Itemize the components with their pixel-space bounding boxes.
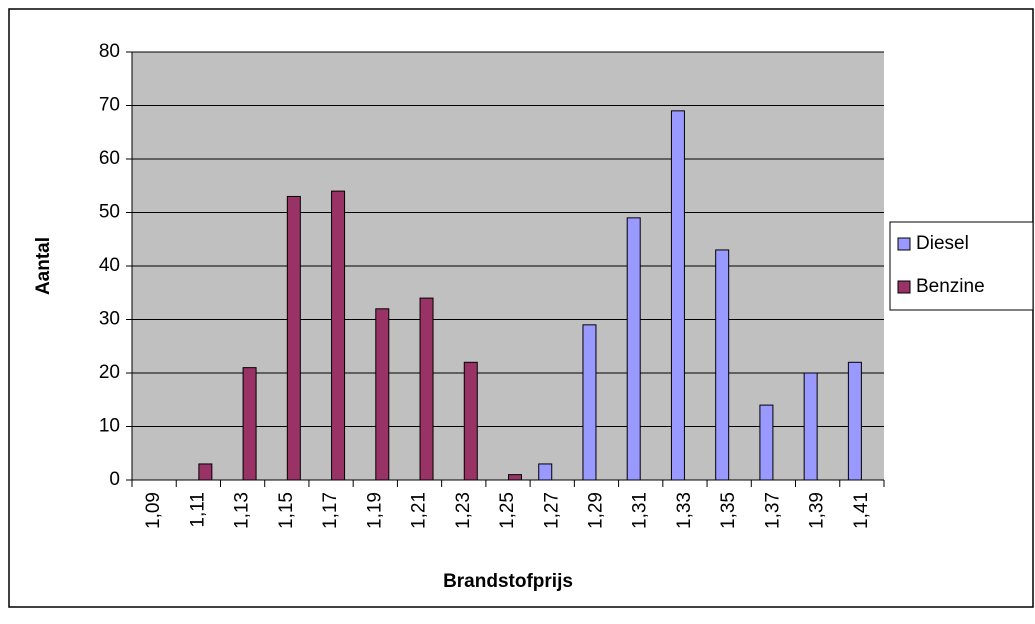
y-tick-label: 80 — [99, 41, 120, 62]
x-tick-label: 1,11 — [187, 492, 208, 528]
y-axis-label: Aantal — [33, 237, 54, 295]
x-tick-label: 1,41 — [851, 492, 872, 529]
x-tick-label: 1,19 — [364, 492, 385, 529]
legend — [889, 221, 1034, 311]
bar — [508, 474, 522, 481]
bar — [670, 110, 685, 481]
x-tick-label: 1,39 — [807, 492, 828, 529]
x-tick-label: 1,33 — [674, 492, 695, 529]
x-tick-label: 1,29 — [585, 492, 606, 529]
y-tick-label: 40 — [99, 255, 120, 276]
bar — [626, 217, 641, 481]
y-tick-label: 70 — [99, 95, 120, 116]
bar — [715, 249, 730, 481]
y-tick-label: 0 — [109, 469, 120, 490]
bar — [759, 404, 774, 481]
x-tick-label: 1,23 — [453, 492, 474, 529]
legend-label: Benzine — [916, 276, 985, 297]
legend-swatch — [897, 280, 911, 294]
x-tick-label: 1,25 — [497, 492, 518, 529]
bar — [803, 372, 818, 481]
x-tick-label: 1,17 — [320, 492, 341, 529]
y-tick-label: 20 — [99, 362, 120, 383]
bar — [419, 297, 434, 481]
x-tick-label: 1,37 — [762, 492, 783, 529]
bar — [463, 361, 478, 481]
bar — [242, 367, 257, 481]
x-tick-label: 1,09 — [143, 492, 164, 529]
y-tick-label: 60 — [99, 148, 120, 169]
y-tick-label: 30 — [99, 309, 120, 330]
x-axis-label: Brandstofprijs — [443, 571, 573, 592]
x-tick-label: 1,21 — [409, 492, 430, 529]
x-tick-label: 1,31 — [630, 492, 651, 529]
y-tick-label: 10 — [99, 416, 120, 437]
bar — [331, 190, 346, 481]
bar — [847, 361, 862, 481]
legend-swatch — [897, 237, 911, 251]
bar — [582, 324, 597, 481]
x-tick-label: 1,35 — [718, 492, 739, 529]
bar — [198, 463, 213, 481]
x-tick-label: 1,27 — [541, 492, 562, 529]
bar — [538, 463, 553, 481]
x-tick-label: 1,15 — [276, 492, 297, 529]
y-tick-label: 50 — [99, 202, 120, 223]
x-tick-label: 1,13 — [232, 492, 253, 529]
bar — [286, 195, 301, 481]
bar — [375, 308, 390, 481]
legend-label: Diesel — [916, 233, 969, 254]
